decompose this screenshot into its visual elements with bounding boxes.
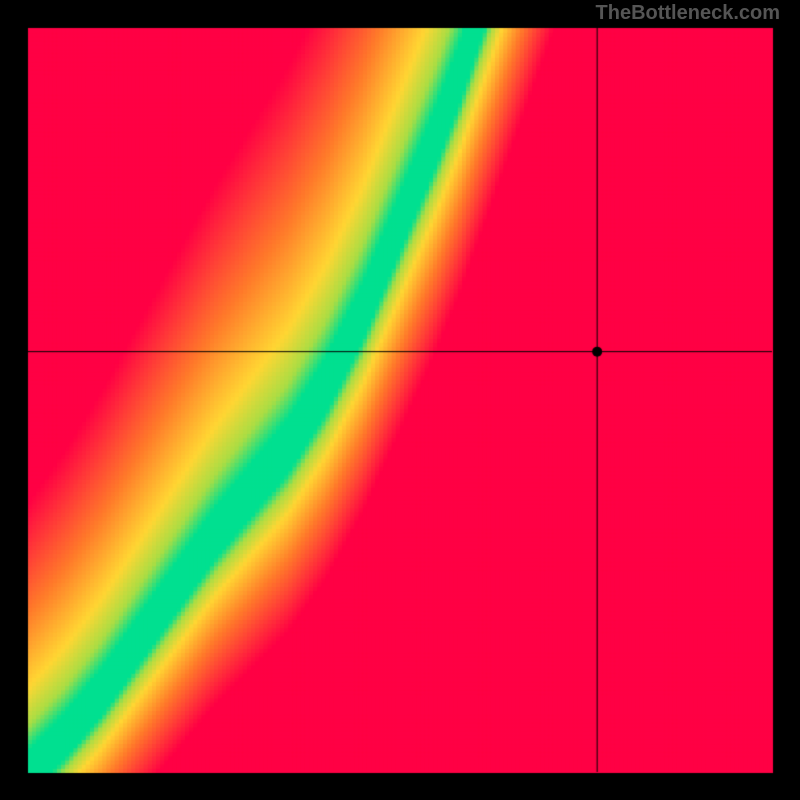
chart-container: TheBottleneck.com — [0, 0, 800, 800]
bottleneck-heatmap-canvas — [0, 0, 800, 800]
watermark-text: TheBottleneck.com — [596, 2, 780, 25]
